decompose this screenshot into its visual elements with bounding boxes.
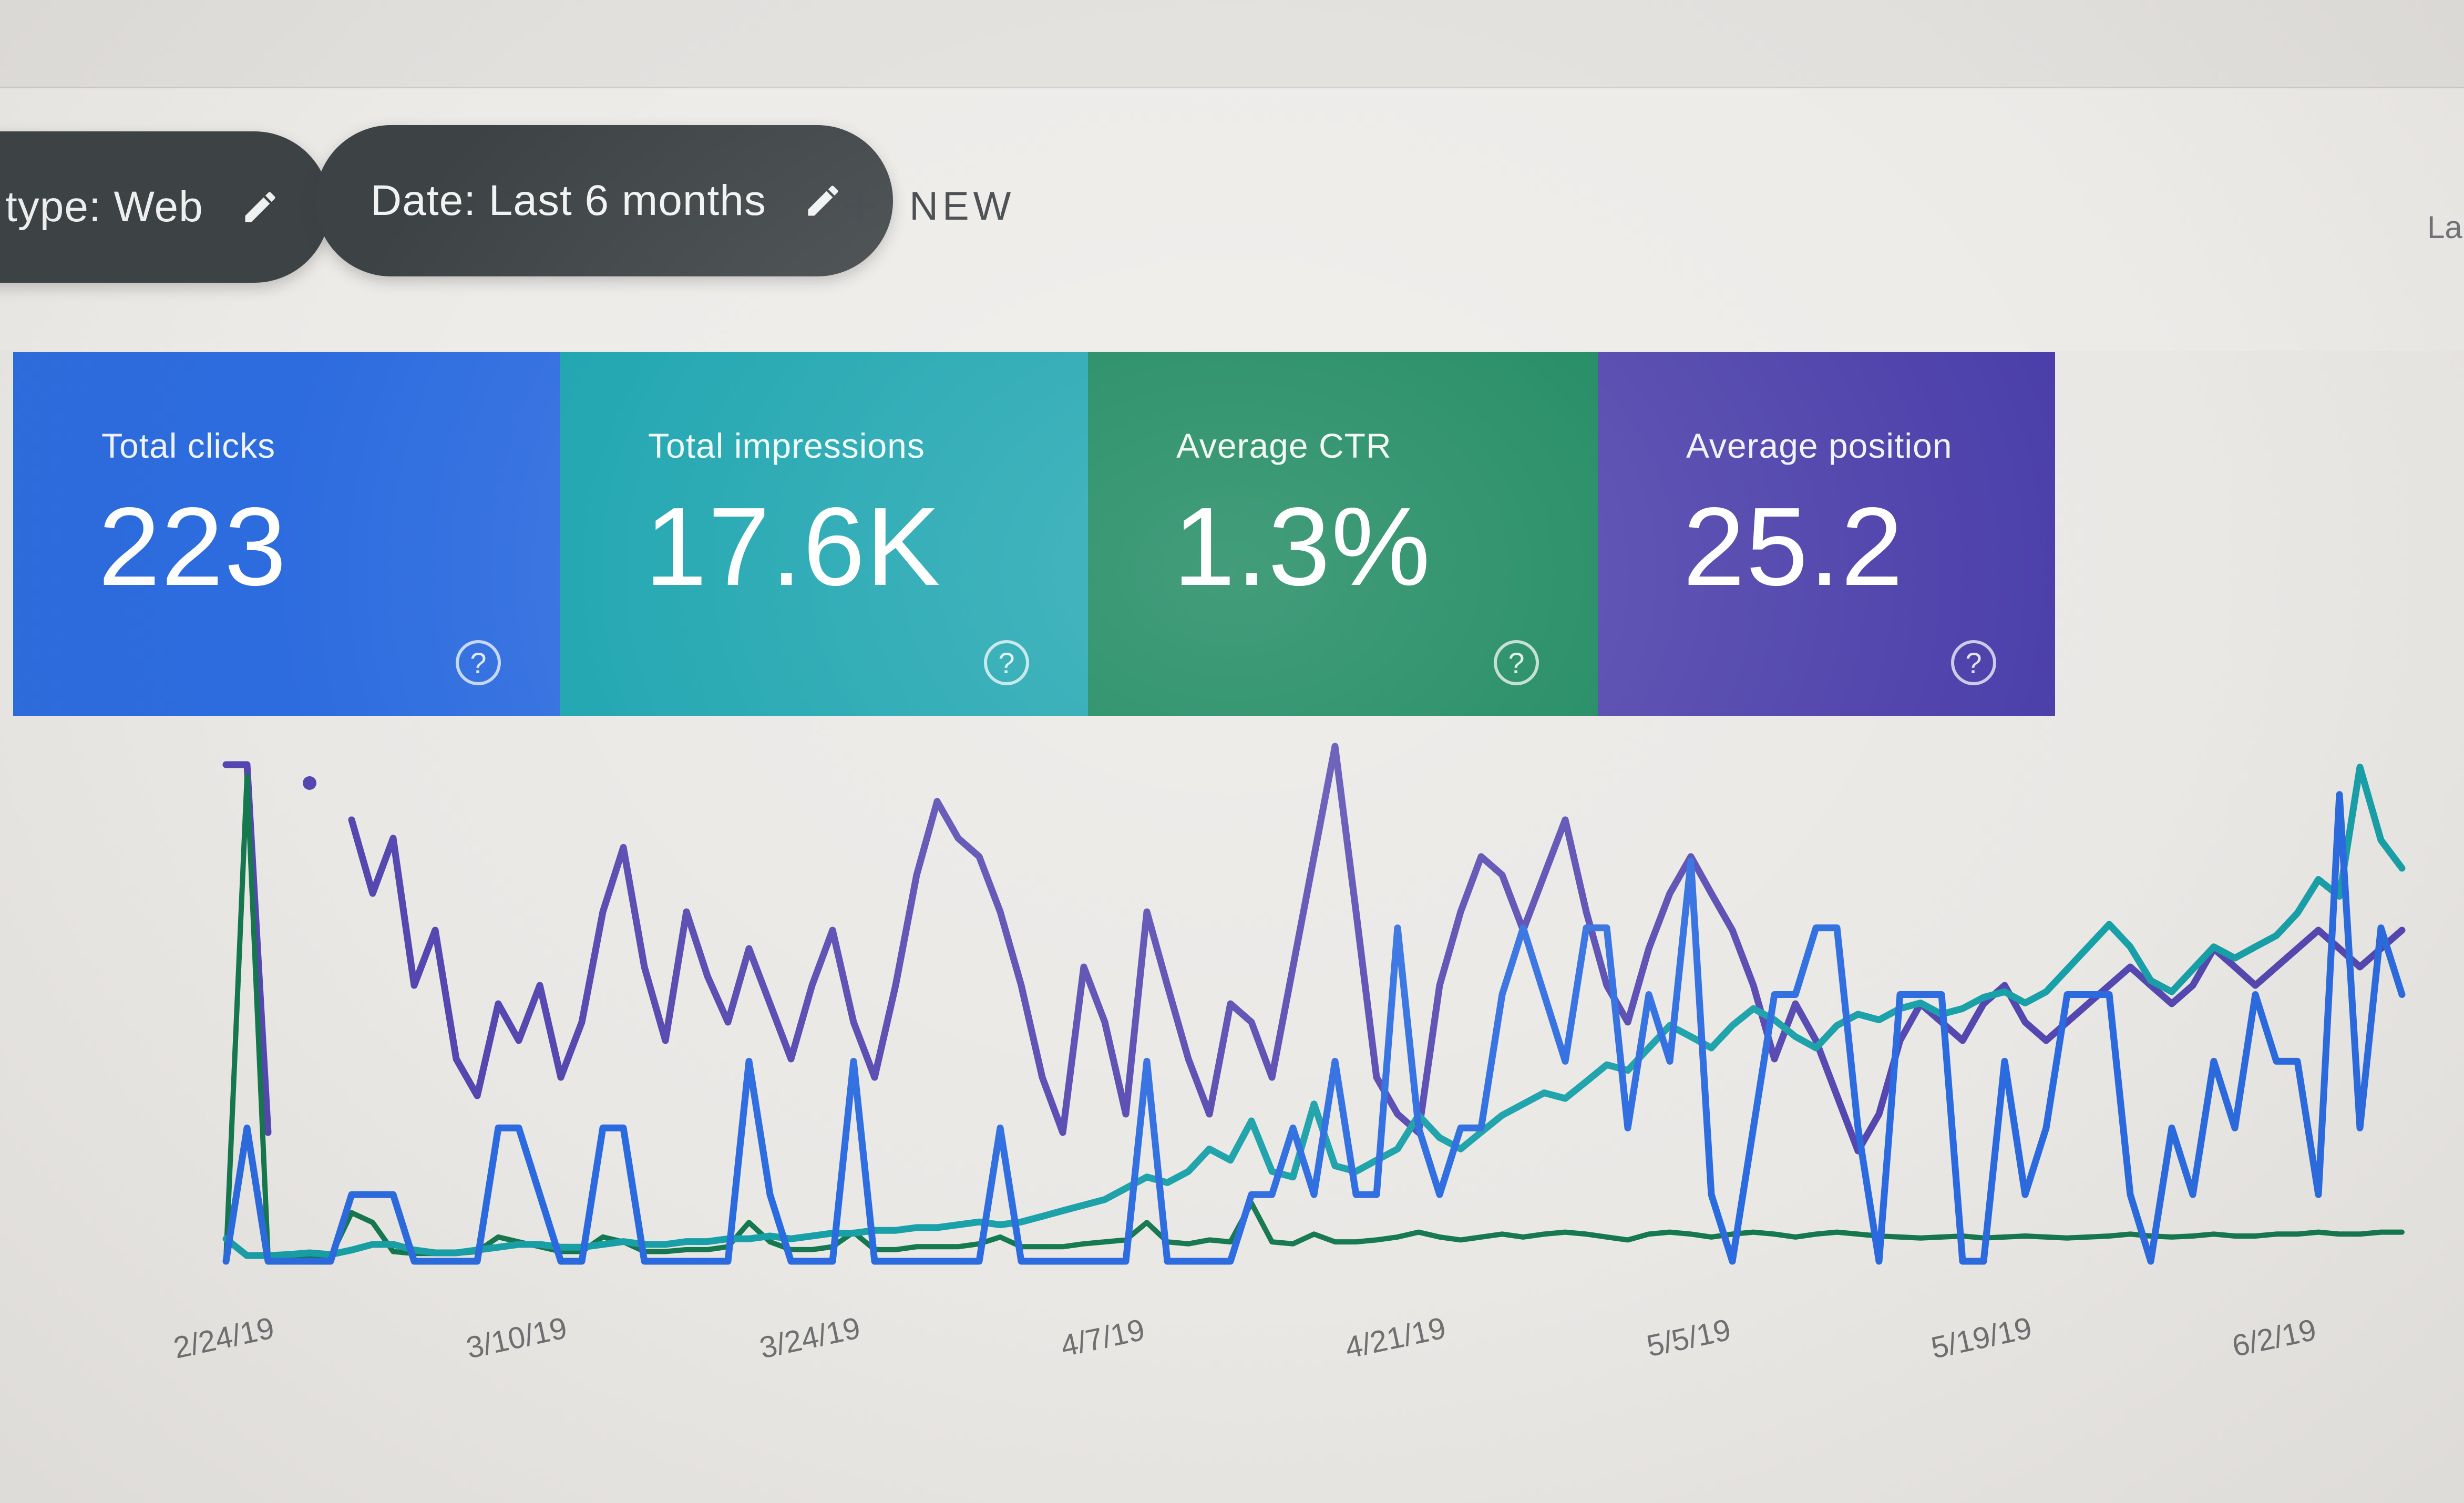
help-icon[interactable]: ?	[1951, 640, 1996, 685]
x-axis-label: 5/19/19	[1928, 1311, 2035, 1365]
filter-chip-search-type[interactable]: type: Web	[0, 131, 330, 283]
series-line-clicks	[222, 791, 2406, 1265]
x-axis-label: 5/5/19	[1644, 1312, 1733, 1363]
metric-card-average-position[interactable]: Average position 25.2 ?	[1598, 352, 2055, 716]
performance-chart-area: 2/24/19 3/10/19 3/24/19 4/7/19 4/21/19 5/5/19…	[0, 725, 2464, 1429]
series-line-position	[348, 743, 2406, 1155]
help-icon[interactable]: ?	[1494, 640, 1539, 685]
series-line-impressions	[222, 764, 2406, 1259]
chip-label: type: Web	[5, 183, 203, 231]
data-point-position	[303, 776, 316, 790]
metric-card-value: 1.3%	[1173, 484, 1432, 609]
metric-card-title: Total impressions	[648, 426, 925, 465]
metric-card-value: 223	[98, 484, 288, 609]
pencil-icon[interactable]	[803, 181, 843, 221]
chip-label: Date: Last 6 months	[371, 177, 766, 224]
new-button-label: NEW	[909, 183, 1015, 229]
series-line-position	[222, 761, 272, 1136]
metric-card-total-impressions[interactable]: Total impressions 17.6K ?	[560, 352, 1088, 716]
x-axis-label: 3/24/19	[757, 1311, 864, 1365]
pencil-icon[interactable]	[240, 187, 280, 227]
metric-card-average-ctr[interactable]: Average CTR 1.3% ?	[1088, 352, 1598, 716]
help-icon[interactable]: ?	[984, 640, 1029, 685]
new-filter-button[interactable]: + NEW	[842, 132, 1015, 280]
performance-chart: 2/24/19 3/10/19 3/24/19 4/7/19 4/21/19 5/5/19…	[171, 743, 2406, 1365]
metric-card-title: Average CTR	[1176, 426, 1392, 465]
x-axis-label: 3/10/19	[464, 1311, 570, 1365]
x-axis-label: 2/24/19	[171, 1311, 278, 1365]
x-axis-label: 6/2/19	[2229, 1312, 2319, 1363]
metric-cards: Total clicks 223 ? Total impressions 17.…	[13, 352, 2055, 716]
metric-card-title: Average position	[1686, 426, 1953, 465]
metric-card-value: 25.2	[1683, 484, 1904, 609]
metric-card-title: Total clicks	[101, 426, 276, 465]
screen-top-band	[0, 0, 2464, 88]
x-axis-label: 4/7/19	[1058, 1312, 1147, 1363]
metric-card-value: 17.6K	[645, 484, 942, 609]
metric-card-total-clicks[interactable]: Total clicks 223 ?	[13, 352, 560, 716]
partial-text-right: La	[2427, 210, 2462, 245]
filter-chip-date[interactable]: Date: Last 6 months	[315, 125, 893, 276]
plus-icon: +	[842, 171, 879, 241]
help-icon[interactable]: ?	[456, 640, 501, 685]
x-axis-label: 4/21/19	[1342, 1311, 1449, 1365]
